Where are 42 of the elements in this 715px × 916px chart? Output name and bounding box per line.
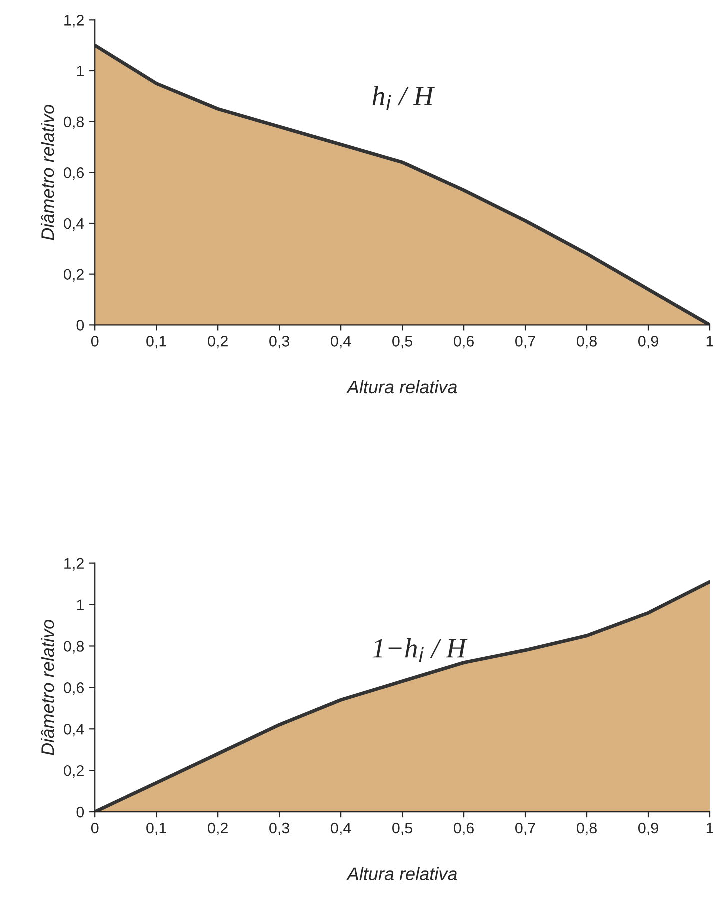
x-axis-title: Altura relativa (346, 380, 458, 394)
x-tick-label: 0 (91, 336, 99, 347)
y-tick-label: 0,8 (64, 116, 84, 130)
x-tick-label: 0,7 (516, 822, 536, 836)
x-tick-label: 0,6 (454, 822, 474, 836)
x-tick-label: 0,7 (516, 336, 536, 349)
x-tick-label: 0,2 (208, 822, 228, 836)
y-axis-title: Diâmetro relativo (40, 620, 54, 756)
y-tick-label: 1,2 (64, 15, 84, 28)
x-tick-label: 0,4 (331, 822, 352, 836)
y-tick-label: 0,2 (64, 269, 84, 282)
x-tick-label: 0,9 (638, 822, 658, 836)
y-tick-label: 0,4 (64, 724, 84, 737)
y-tick-label: 0 (76, 806, 84, 818)
x-tick-label: 0,5 (392, 822, 413, 836)
x-tick-label: 0,8 (576, 822, 597, 836)
x-tick-label: 0,9 (638, 336, 658, 349)
y-tick-label: 0,4 (64, 218, 84, 231)
x-axis-title: Altura relativa (346, 867, 458, 881)
y-axis-title: Diâmetro relativo (40, 105, 54, 240)
y-tick-label: 1 (77, 600, 84, 610)
x-tick-label: 0,3 (270, 822, 290, 836)
x-tick-label: 0,4 (331, 336, 352, 349)
x-tick-label: 1 (706, 823, 714, 834)
x-tick-label: 0,1 (146, 822, 166, 836)
y-tick-label: 1,2 (64, 558, 84, 571)
x-tick-label: 0,3 (270, 336, 290, 349)
y-tick-label: 0 (76, 320, 84, 331)
x-tick-label: 1 (706, 336, 714, 347)
x-tick-label: 0,1 (146, 336, 166, 349)
y-tick-label: 0,8 (64, 641, 84, 654)
x-tick-label: 0,5 (392, 336, 413, 349)
y-tick-label: 0,2 (64, 765, 84, 778)
y-tick-label: 1 (77, 66, 84, 77)
annotation: 1−h$_{i}$ / H (372, 638, 468, 662)
annotation: h$_{i}$ / H (372, 86, 436, 110)
x-tick-label: 0,6 (454, 336, 474, 349)
x-tick-label: 0,8 (576, 336, 597, 349)
y-tick-label: 0,6 (64, 682, 84, 696)
x-tick-label: 0,2 (208, 336, 228, 349)
x-tick-label: 0 (91, 822, 99, 834)
y-tick-label: 0,6 (64, 168, 84, 180)
